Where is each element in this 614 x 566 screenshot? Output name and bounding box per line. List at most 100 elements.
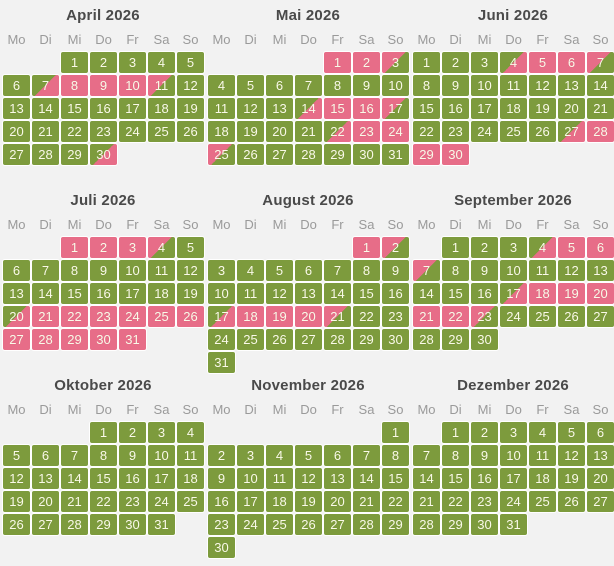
day-cell-free: 25: [236, 328, 265, 351]
empty-cell: [265, 236, 294, 259]
day-cell-free: 12: [2, 467, 31, 490]
day-cell-free: 25: [176, 490, 205, 513]
day-cell-free: 4: [147, 51, 176, 74]
day-cell-free: 5: [294, 444, 323, 467]
day-cell-booked: 24: [118, 305, 147, 328]
weekday-label-di: Di: [39, 217, 52, 232]
day-cell-free: 14: [31, 97, 60, 120]
day-cell-changeover-to-booked: 30: [89, 143, 118, 166]
day-cell-free: 10: [207, 282, 236, 305]
weekday-label-mo: Mo: [417, 32, 436, 47]
day-cell-free: 10: [499, 444, 528, 467]
day-cell-free: 27: [31, 513, 60, 536]
day-cell-free: 27: [586, 490, 614, 513]
weekday-label-sa: Sa: [563, 217, 580, 232]
day-cell-free: 22: [352, 305, 381, 328]
month-panel-juli-2026: Juli 2026 Mo Di Mi Do Fr Sa So 1 2 3 4 5 6 7 8 9 10 11 12 13…: [1, 191, 205, 376]
day-cell-free: 20: [2, 120, 31, 143]
day-cell-free: 28: [323, 328, 352, 351]
empty-cell: [352, 421, 381, 444]
day-cell-free: 11: [236, 282, 265, 305]
day-cell-free: 25: [528, 490, 557, 513]
empty-cell: [2, 236, 31, 259]
day-cell-booked: 20: [586, 282, 614, 305]
day-cell-changeover-to-free: 7: [412, 259, 441, 282]
weekday-label-sa: Sa: [153, 32, 170, 47]
day-cell-free: 23: [118, 490, 147, 513]
weekday-label-do: Do: [300, 217, 317, 232]
weekday-label-fr: Fr: [331, 402, 344, 417]
day-cell-free: 31: [147, 513, 176, 536]
day-cell-booked: 22: [441, 305, 470, 328]
day-cell-free: 3: [499, 421, 528, 444]
day-cell-free: 5: [557, 421, 586, 444]
day-cell-free: 27: [265, 143, 294, 166]
day-cell-free: 6: [265, 74, 294, 97]
day-cell-free: 1: [441, 236, 470, 259]
day-cell-changeover-to-booked: 7: [31, 74, 60, 97]
day-cell-free: 14: [412, 467, 441, 490]
empty-cell: [207, 236, 236, 259]
day-cell-changeover-to-free: 3: [381, 51, 410, 74]
day-cell-booked: 10: [118, 74, 147, 97]
day-cell-free: 15: [441, 282, 470, 305]
day-cell-booked: 8: [60, 74, 89, 97]
weekday-header-row: Mo Di Mi Do Fr Sa So: [206, 216, 410, 234]
day-cell-free: 12: [236, 97, 265, 120]
day-cell-free: 3: [470, 51, 499, 74]
empty-cell: [60, 421, 89, 444]
day-cell-booked: 30: [89, 328, 118, 351]
day-cell-free: 6: [323, 444, 352, 467]
weekday-label-so: So: [592, 217, 609, 232]
day-cell-free: 8: [412, 74, 441, 97]
weekday-label-mi: Mi: [67, 32, 82, 47]
day-grid: 1 2 3 4 5 6 7 8 9 10 11 12 13 14 15 16 17 18 19 20 21 22 23 24 2…: [1, 51, 205, 166]
day-cell-free: 10: [118, 259, 147, 282]
day-cell-free: 9: [89, 259, 118, 282]
weekday-label-di: Di: [449, 217, 462, 232]
weekday-label-do: Do: [505, 32, 522, 47]
day-cell-free: 9: [118, 444, 147, 467]
day-cell-free: 12: [528, 74, 557, 97]
day-cell-booked: 22: [60, 305, 89, 328]
day-cell-free: 5: [2, 444, 31, 467]
day-cell-booked: 21: [412, 305, 441, 328]
weekday-label-mo: Mo: [7, 402, 26, 417]
day-cell-free: 11: [265, 467, 294, 490]
weekday-header-row: Mo Di Mi Do Fr Sa So: [206, 31, 410, 49]
day-cell-booked: 15: [323, 97, 352, 120]
day-cell-free: 13: [265, 97, 294, 120]
day-cell-free: 26: [557, 490, 586, 513]
day-cell-free: 19: [528, 97, 557, 120]
empty-cell: [323, 236, 352, 259]
weekday-label-mo: Mo: [212, 217, 231, 232]
empty-cell: [207, 51, 236, 74]
day-cell-free: 2: [118, 421, 147, 444]
day-cell-booked: 20: [294, 305, 323, 328]
weekday-label-do: Do: [505, 217, 522, 232]
day-cell-booked: 24: [381, 120, 410, 143]
day-grid: 1 2 3 4 5 6 7 8 9 10 11 12 13 14 15 16 17 18 19 20 21 22 23 24 2…: [411, 236, 614, 351]
month-title: Mai 2026: [275, 7, 341, 24]
weekday-label-fr: Fr: [126, 32, 139, 47]
day-cell-free: 18: [176, 467, 205, 490]
day-cell-changeover-to-free: 7: [586, 51, 614, 74]
month-panel-juni-2026: Juni 2026 Mo Di Mi Do Fr Sa So 1 2 3 4 5 6 7 8 9 10 11 12 13…: [411, 6, 614, 191]
day-cell-free: 22: [60, 120, 89, 143]
day-cell-free: 7: [60, 444, 89, 467]
day-cell-free: 3: [118, 51, 147, 74]
empty-cell: [412, 236, 441, 259]
day-cell-free: 23: [207, 513, 236, 536]
day-cell-free: 5: [265, 259, 294, 282]
weekday-label-di: Di: [244, 402, 257, 417]
day-cell-free: 26: [265, 328, 294, 351]
day-cell-free: 12: [265, 282, 294, 305]
day-cell-free: 28: [294, 143, 323, 166]
day-cell-free: 14: [323, 282, 352, 305]
month-title: Oktober 2026: [54, 377, 152, 394]
weekday-header-row: Mo Di Mi Do Fr Sa So: [411, 31, 614, 49]
day-cell-changeover-to-free: 2: [381, 236, 410, 259]
day-cell-booked: 1: [323, 51, 352, 74]
day-cell-free: 13: [294, 282, 323, 305]
